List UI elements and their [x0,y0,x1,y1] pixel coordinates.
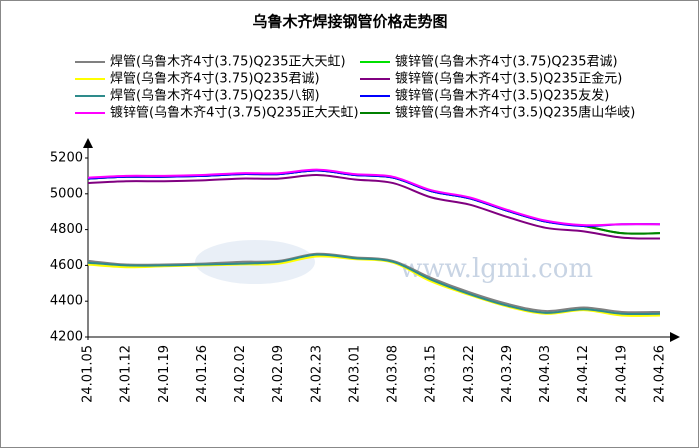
y-tick-label: 4600 [50,258,83,273]
chart-title: 乌鲁木齐焊接钢管价格走势图 [252,13,447,31]
legend-label: 焊管(乌鲁木齐4寸(3.75)Q235正大天虹) [110,54,346,70]
x-tick-label: 24.02.02 [233,345,248,403]
x-tick-label: 24.02.23 [309,345,324,403]
y-tick-label: 4400 [50,294,83,309]
x-tick-label: 24.03.01 [347,345,362,403]
y-tick-label: 5200 [50,151,83,166]
series-line [87,253,661,316]
series-line [87,174,661,240]
legend-label: 镀锌管(乌鲁木齐4寸(3.5)Q235正金元) [395,71,622,87]
y-tick-label: 4200 [50,330,83,345]
x-tick-label: 24.01.05 [81,345,96,403]
x-tick-label: 24.01.26 [195,345,210,403]
y-axis-arrow [83,138,93,148]
y-tick-label: 4800 [50,222,83,237]
x-tick-label: 24.03.08 [386,345,401,403]
series-line [87,168,661,227]
x-tick-label: 24.04.12 [576,345,591,403]
legend-label: 焊管(乌鲁木齐4寸(3.75)Q235八钢) [110,88,320,104]
x-tick-label: 24.01.12 [119,345,134,403]
x-tick-label: 24.03.22 [462,345,477,403]
legend-label: 镀锌管(乌鲁木齐4寸(3.5)Q235唐山华岐) [395,105,635,121]
x-tick-label: 24.02.09 [271,345,286,403]
x-tick-label: 24.03.29 [500,345,515,403]
x-tick-label: 24.03.15 [424,345,439,403]
legend-label: 焊管(乌鲁木齐4寸(3.75)Q235君诚) [110,71,320,87]
legend-label: 镀锌管(乌鲁木齐4寸(3.5)Q235友发) [395,88,609,104]
x-tick-label: 24.01.19 [157,345,172,403]
y-tick-label: 5000 [50,186,83,201]
x-axis-arrow [670,332,680,342]
x-tick-label: 24.04.19 [614,345,629,403]
x-tick-label: 24.04.26 [653,345,668,403]
x-tick-label: 24.04.03 [538,345,553,403]
legend-label: 镀锌管(乌鲁木齐4寸(3.75)Q235君诚) [395,54,618,70]
legend-label: 镀锌管(乌鲁木齐4寸(3.75)Q235正大天虹) [110,105,359,121]
